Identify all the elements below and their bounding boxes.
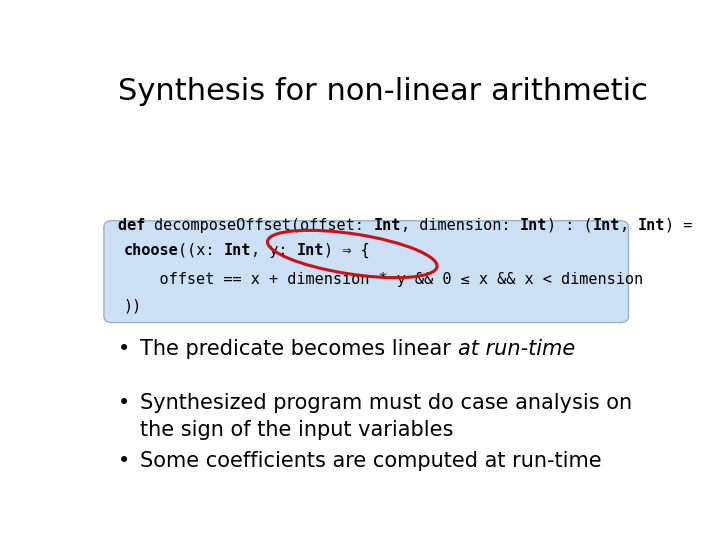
Text: Int: Int <box>374 218 401 233</box>
Text: Int: Int <box>593 218 620 233</box>
Text: Int: Int <box>519 218 546 233</box>
Text: offset == x + dimension * y && 0 ≤ x && x < dimension: offset == x + dimension * y && 0 ≤ x && … <box>124 272 644 287</box>
Text: Synthesized program must do case analysis on
the sign of the input variables: Synthesized program must do case analysi… <box>140 393 632 440</box>
Text: ) : (: ) : ( <box>546 218 593 233</box>
Text: •: • <box>118 451 130 471</box>
Text: decomposeOffset(offset:: decomposeOffset(offset: <box>154 218 374 233</box>
Text: •: • <box>118 393 130 413</box>
Text: ((x:: ((x: <box>179 243 224 258</box>
Text: choose: choose <box>124 243 179 258</box>
Text: Some coefficients are computed at run-time: Some coefficients are computed at run-ti… <box>140 451 602 471</box>
FancyBboxPatch shape <box>104 221 629 322</box>
Text: The predicate becomes linear: The predicate becomes linear <box>140 339 458 359</box>
Text: Int: Int <box>297 243 324 258</box>
Text: def: def <box>118 218 154 233</box>
Text: Int: Int <box>638 218 665 233</box>
Text: , y:: , y: <box>251 243 297 258</box>
Text: ) =: ) = <box>665 218 693 233</box>
Text: Synthesis for non-linear arithmetic: Synthesis for non-linear arithmetic <box>118 77 648 106</box>
Text: )): )) <box>124 299 142 314</box>
Text: ,: , <box>620 218 638 233</box>
Text: ) ⇒ {: ) ⇒ { <box>324 243 370 258</box>
Text: Int: Int <box>224 243 251 258</box>
Text: at run-time: at run-time <box>458 339 575 359</box>
Text: •: • <box>118 339 130 359</box>
Text: , dimension:: , dimension: <box>401 218 519 233</box>
